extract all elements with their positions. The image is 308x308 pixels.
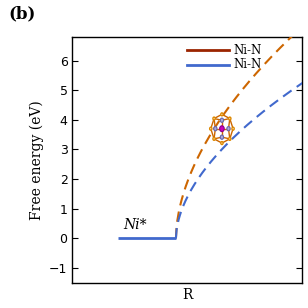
Circle shape — [213, 137, 215, 140]
Circle shape — [220, 126, 224, 132]
Circle shape — [221, 142, 223, 144]
Circle shape — [232, 127, 234, 130]
Circle shape — [221, 113, 223, 116]
Circle shape — [220, 118, 224, 122]
Y-axis label: Free energy (eV): Free energy (eV) — [29, 100, 44, 220]
Circle shape — [220, 135, 224, 139]
Circle shape — [214, 127, 217, 131]
Text: Ni-N: Ni-N — [233, 44, 262, 57]
X-axis label: R: R — [182, 289, 192, 302]
Text: Ni-N: Ni-N — [233, 59, 262, 71]
Circle shape — [229, 137, 231, 140]
Text: Ni*: Ni* — [123, 218, 147, 233]
Circle shape — [210, 127, 212, 130]
Circle shape — [229, 117, 231, 120]
Circle shape — [213, 117, 215, 120]
Circle shape — [227, 127, 230, 131]
Text: (b): (b) — [8, 5, 35, 22]
